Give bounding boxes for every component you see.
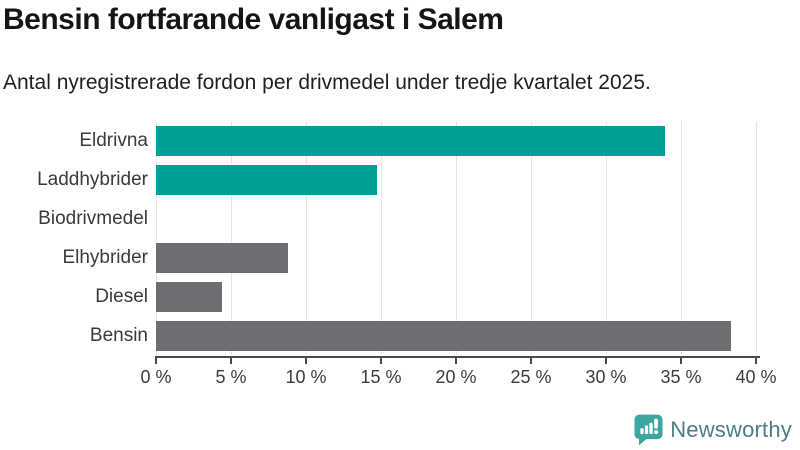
gridline [756,122,757,355]
gridline [681,122,682,355]
gridline [306,122,307,355]
bar-bensin [156,320,731,351]
logo-bubble-shape [634,414,663,446]
axis-tick-label: 30 % [585,367,627,387]
axis-tick [305,358,307,364]
newsworthy-logo: Newsworthy [634,414,792,446]
bar-eldrivna [156,126,665,157]
logo-bar-2 [645,425,649,435]
axis-tick [530,358,532,364]
newsworthy-chart-bubble-icon [634,414,663,446]
axis-tick-label: 25 % [510,367,552,387]
gridline [381,122,382,355]
gridline [456,122,457,355]
axis-tick-label: 5 % [215,367,247,387]
x-axis-line [155,356,760,358]
bar-laddhybrider [156,165,377,196]
bar-elhybrider [156,242,288,273]
category-label-laddhybrider: Laddhybrider [37,169,148,191]
gridline [531,122,532,355]
axis-tick-label: 35 % [660,367,702,387]
logo-bar-1 [640,428,644,435]
chart-title: Bensin fortfarande vanligast i Salem [3,3,504,36]
category-label-biodrivmedel: Biodrivmedel [38,208,148,230]
gridline [606,122,607,355]
logo-bar-3 [649,422,653,435]
axis-tick-label: 10 % [285,367,327,387]
plot-area [156,122,757,355]
category-label-eldrivna: Eldrivna [79,130,148,152]
gridline [231,122,232,355]
axis-tick-label: 40 % [735,367,777,387]
axis-tick-label: 15 % [360,367,402,387]
axis-tick [680,358,682,364]
category-labels: Eldrivna Laddhybrider Biodrivmedel Elhybrid… [0,122,148,355]
axis-tick-label: 20 % [435,367,477,387]
axis-tick [755,358,757,364]
axis-tick [230,358,232,364]
logo-exclamation-dot [654,430,659,435]
axis-tick-label: 0 % [140,367,172,387]
category-label-diesel: Diesel [95,285,148,307]
bar-diesel [156,281,222,312]
axis-tick [155,358,157,364]
category-label-bensin: Bensin [89,324,148,346]
logo-exclamation-stem [654,418,659,429]
axis-tick [605,358,607,364]
category-label-elhybrider: Elhybrider [62,246,148,268]
gridline [156,122,157,355]
logo-wordmark: Newsworthy [670,417,792,442]
chart-subtitle: Antal nyregistrerade fordon per drivmede… [3,71,651,94]
axis-tick [455,358,457,364]
axis-tick [380,358,382,364]
